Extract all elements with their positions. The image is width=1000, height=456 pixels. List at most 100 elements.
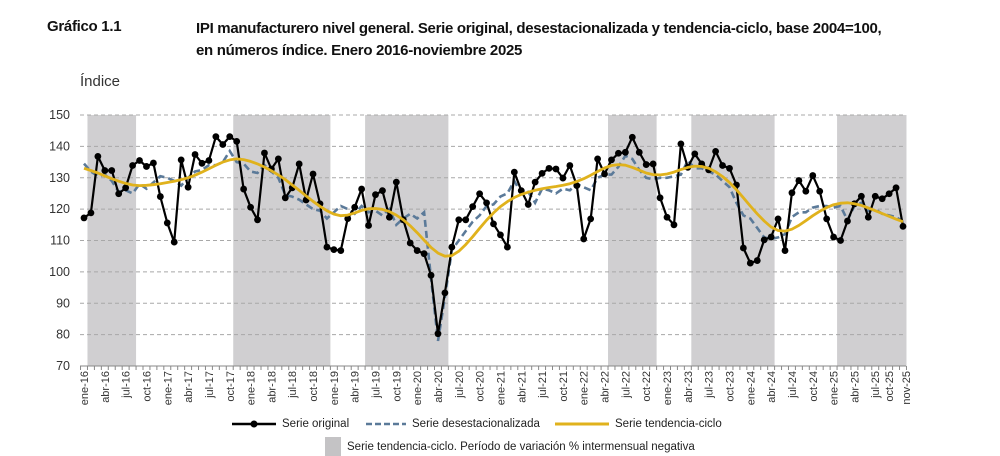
x-tick-label: abr-17	[183, 371, 195, 403]
legend-original: Serie original	[230, 418, 349, 430]
shaded-period	[365, 115, 449, 366]
series-original-point	[351, 203, 359, 211]
x-tick-label: jul-16	[121, 371, 133, 399]
x-tick-label: ene-17	[162, 371, 174, 405]
series-original-point	[677, 140, 685, 148]
series-original-point	[823, 215, 831, 223]
series-original-point	[156, 193, 164, 200]
x-tick-label: nov-25	[901, 371, 913, 405]
series-original-point	[670, 221, 678, 229]
x-tick-label: jul-21	[537, 371, 549, 399]
shaded-period	[233, 115, 331, 366]
series-original-point	[254, 216, 261, 224]
series-original-point	[691, 150, 699, 158]
series-original-point	[385, 213, 393, 221]
x-tick-label: jul-24	[787, 371, 799, 399]
legend-trend-swatch	[555, 422, 609, 426]
series-original-point	[94, 153, 102, 160]
series-original-point	[365, 222, 372, 229]
series-original-point	[885, 190, 893, 198]
series-original-point	[372, 191, 379, 199]
x-tick-label: oct-19	[391, 371, 403, 402]
series-original-point	[802, 187, 810, 195]
series-original-point	[746, 259, 754, 267]
legend-sa-swatch	[366, 422, 406, 426]
series-original-point	[899, 222, 907, 230]
series-original-point	[136, 157, 143, 164]
series-original-point	[795, 177, 803, 184]
series-original-point	[80, 214, 88, 222]
series-original-point	[615, 149, 622, 157]
x-tick-label: oct-18	[308, 371, 320, 402]
series-lines	[80, 133, 907, 342]
series-original-point	[205, 157, 213, 164]
series-original-point	[448, 243, 456, 251]
series-original-point	[379, 187, 386, 195]
legend-trend-label: Serie tendencia-ciclo	[615, 418, 722, 430]
y-tick-label: 120	[49, 202, 70, 216]
series-original-point	[524, 201, 532, 208]
legend-shaded-label: Serie tendencia-ciclo. Período de variac…	[347, 440, 695, 453]
x-axis: ene-16 abr-16 jul-16 oct-16 ene-17 abr-17 jul-…	[79, 365, 913, 405]
series-original-point	[330, 246, 338, 253]
series-original-point	[295, 160, 303, 168]
series-original-point	[760, 236, 768, 244]
series-original-point	[455, 216, 463, 224]
x-tick-label: abr-21	[516, 371, 528, 403]
series-original-point	[309, 170, 317, 178]
series-original-point	[871, 192, 879, 200]
legend-original-swatch	[232, 420, 276, 428]
series-original-point	[420, 250, 428, 258]
series-original-point	[170, 238, 178, 246]
x-tick-label: jul-23	[704, 371, 716, 399]
series-original-point	[87, 209, 95, 217]
x-tick-label: jul-25	[870, 371, 882, 399]
x-tick-label: jul-22	[620, 371, 632, 399]
x-tick-label: jul-20	[454, 371, 466, 399]
series-original-point	[434, 330, 442, 338]
x-tick-label: abr-20	[433, 371, 445, 403]
series-original-point	[323, 243, 331, 251]
series-original-point	[392, 178, 400, 186]
series-original-point	[219, 141, 227, 148]
series-original-point	[601, 170, 608, 178]
series-original-point	[767, 233, 775, 241]
x-tick-label: oct-20	[475, 371, 487, 402]
x-tick-label: abr-24	[766, 371, 778, 403]
series-original-point	[809, 172, 817, 179]
series-original-point	[892, 184, 900, 192]
series-original-point	[844, 217, 851, 225]
series-original-point	[587, 215, 595, 223]
series-original-point	[462, 216, 470, 224]
series-original-point	[621, 148, 629, 156]
chart-title-line-2: en números índice. Enero 2016-noviembre …	[196, 42, 523, 59]
series-original-point	[726, 164, 733, 172]
series-original-point	[608, 156, 615, 164]
series-original-point	[864, 213, 872, 221]
chart-title: IPI manufacturero nivel general. Serie o…	[196, 18, 882, 62]
chart-title-line-1: IPI manufacturero nivel general. Serie o…	[196, 20, 882, 37]
series-original-point	[774, 215, 782, 223]
y-tick-label: 150	[49, 108, 70, 122]
series-original-point	[469, 203, 477, 211]
series-tendencia-ciclo-line	[83, 157, 904, 258]
legend-sa-label: Serie desestacionalizada	[412, 418, 540, 430]
series-original-point	[490, 220, 497, 228]
series-original-point	[531, 178, 539, 186]
series-original-point	[274, 155, 282, 163]
x-tick-label: oct-17	[225, 371, 237, 402]
x-tick-label: oct-21	[558, 371, 570, 402]
series-original-point	[545, 164, 553, 172]
x-tick-label: abr-23	[683, 371, 695, 403]
series-original-point	[719, 162, 726, 169]
y-tick-label: 70	[56, 359, 70, 373]
series-original-point	[538, 169, 546, 177]
x-tick-label: jul-17	[204, 371, 216, 399]
legend-trend: Serie tendencia-ciclo	[553, 418, 722, 430]
series-original-point	[358, 185, 366, 193]
legend-shaded-swatch	[325, 437, 341, 456]
y-tick-label: 130	[49, 171, 70, 185]
series-original-point	[441, 289, 449, 297]
x-tick-label: abr-18	[266, 371, 278, 403]
x-tick-label: oct-23	[724, 371, 736, 402]
